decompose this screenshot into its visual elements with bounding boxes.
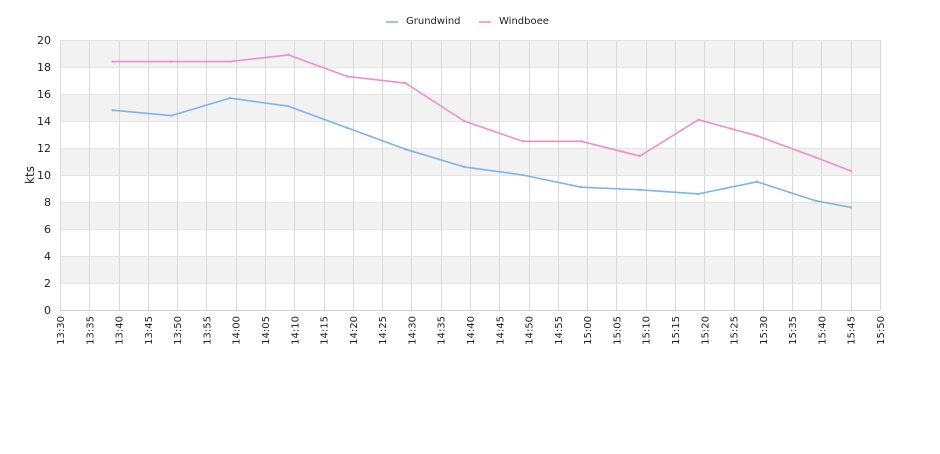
data-point <box>170 114 173 117</box>
data-point <box>580 140 583 143</box>
data-point <box>228 96 232 100</box>
data-point <box>697 192 700 196</box>
data-point <box>849 169 852 173</box>
data-point <box>638 154 642 158</box>
data-point <box>345 75 349 78</box>
data-point <box>170 60 173 63</box>
x-tick-label: 15:45 <box>847 316 858 345</box>
x-tick-label: 13:45 <box>144 316 155 345</box>
series-line-windboee <box>112 54 851 172</box>
legend-label: Grundwind <box>406 16 461 27</box>
data-point <box>755 180 759 183</box>
data-point <box>287 53 290 57</box>
y-tick-label: 16 <box>37 88 51 101</box>
x-tick-label: 13:50 <box>173 316 184 345</box>
x-tick-label: 14:20 <box>349 316 360 345</box>
x-tick-label: 13:40 <box>115 316 126 345</box>
x-tick-label: 14:45 <box>495 316 506 345</box>
x-tick-label: 15:05 <box>612 316 623 345</box>
x-tick-label: 15:50 <box>876 316 887 345</box>
x-tick-label: 15:25 <box>730 316 741 345</box>
x-tick-label: 13:55 <box>202 316 213 345</box>
x-tick-label: 14:10 <box>290 316 301 345</box>
x-tick-label: 13:30 <box>56 316 67 345</box>
y-tick-label: 6 <box>44 223 51 236</box>
y-tick-label: 20 <box>37 34 51 47</box>
y-tick-label: 4 <box>44 250 51 263</box>
y-tick-label: 10 <box>37 169 51 182</box>
data-point <box>521 140 524 143</box>
y-tick-label: 8 <box>44 196 51 209</box>
x-axis-ticks: 13:30 13:35 13:40 13:45 13:50 13:55 14:00 14:05… <box>56 316 887 345</box>
y-tick-label: 18 <box>37 61 51 74</box>
x-tick-label: 14:50 <box>525 316 536 345</box>
x-tick-label: 15:40 <box>817 316 828 345</box>
series-layer <box>111 53 852 209</box>
data-point <box>462 165 466 169</box>
data-point <box>849 206 852 209</box>
y-tick-label: 14 <box>37 115 51 128</box>
data-point <box>111 60 114 63</box>
x-tick-label: 14:30 <box>407 316 418 345</box>
x-tick-label: 15:15 <box>671 316 682 345</box>
legend-label: Windboee <box>499 16 549 27</box>
data-point <box>345 126 349 129</box>
data-point <box>638 188 642 192</box>
y-tick-label: 0 <box>44 304 51 317</box>
x-tick-label: 15:00 <box>583 316 594 345</box>
data-point <box>814 156 817 159</box>
series-line-grundwind <box>112 97 851 209</box>
x-tick-label: 14:40 <box>466 316 477 345</box>
x-tick-label: 14:15 <box>320 316 331 345</box>
data-point <box>462 119 466 123</box>
y-axis-ticks: 0 2 4 6 8 10 12 14 16 18 20 <box>37 34 51 317</box>
x-tick-label: 14:05 <box>261 316 272 345</box>
gridlines <box>60 40 881 311</box>
data-point <box>404 82 407 85</box>
legend-item-windboee[interactable]: Windboee <box>479 16 549 27</box>
data-point <box>111 109 114 112</box>
data-point <box>814 199 817 202</box>
data-point <box>287 104 290 108</box>
y-axis-title: kts <box>23 166 37 184</box>
data-point <box>580 185 583 189</box>
x-tick-label: 15:30 <box>759 316 770 345</box>
data-point <box>697 118 700 121</box>
data-point <box>521 173 524 177</box>
data-point <box>228 60 232 63</box>
x-tick-label: 15:10 <box>642 316 653 345</box>
data-point <box>755 134 759 138</box>
x-tick-label: 14:25 <box>378 316 389 345</box>
x-tick-label: 14:55 <box>554 316 565 345</box>
x-tick-label: 14:00 <box>232 316 243 345</box>
legend: Grundwind Windboee <box>386 16 549 27</box>
y-tick-label: 2 <box>44 277 51 290</box>
x-tick-label: 15:35 <box>788 316 799 345</box>
y-tick-label: 12 <box>37 142 51 155</box>
x-tick-label: 15:20 <box>700 316 711 345</box>
legend-item-grundwind[interactable]: Grundwind <box>386 16 461 27</box>
data-point <box>404 148 407 151</box>
x-tick-label: 14:35 <box>437 316 448 345</box>
x-tick-label: 13:35 <box>85 316 96 345</box>
